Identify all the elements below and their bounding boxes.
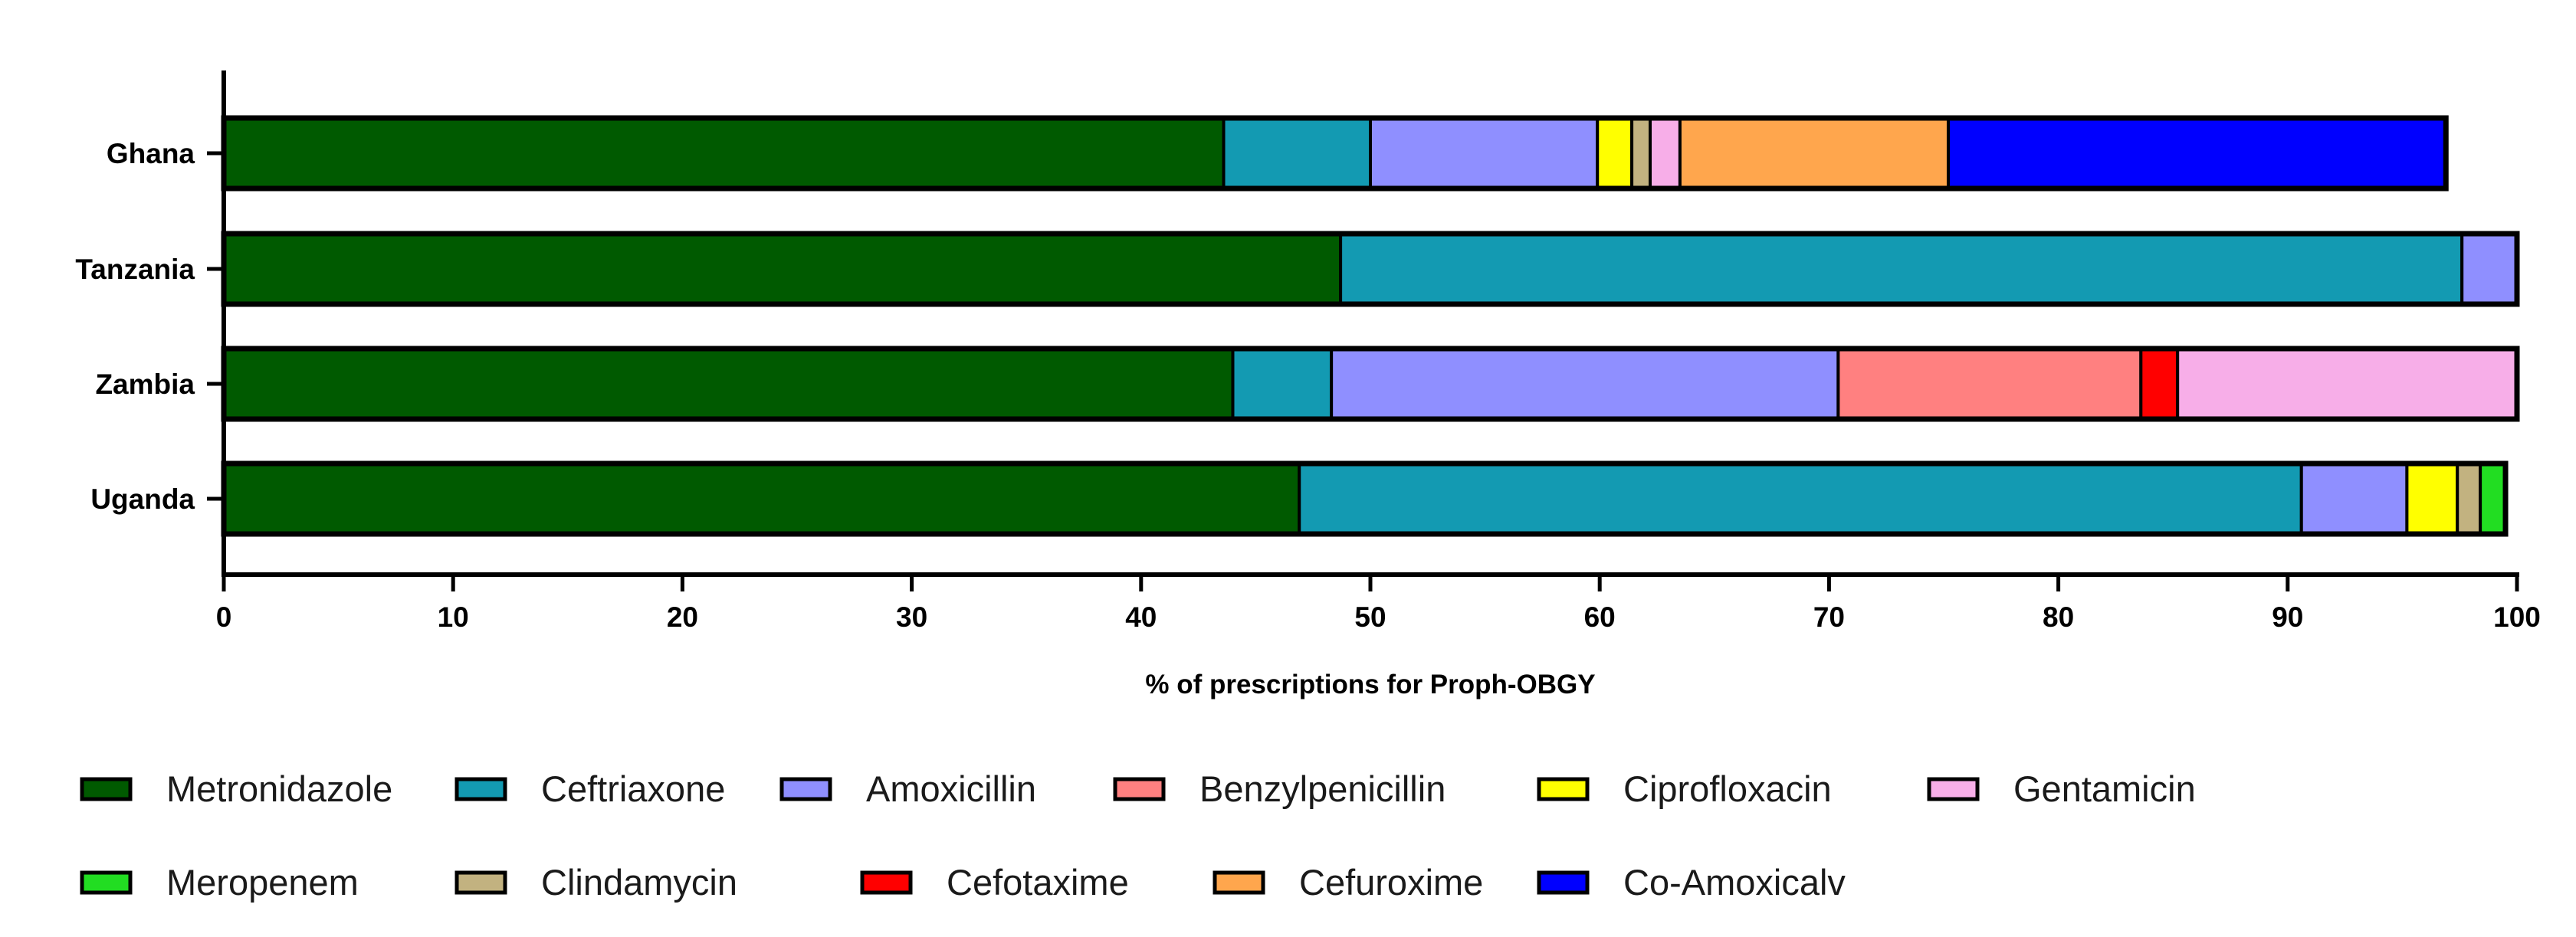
axes-layer: 0 10 20 30 40 50 60 70 80 90 100 Ghana Tanzania Zambi… [75, 70, 2541, 699]
legend-label-ceftriaxone: Ceftriaxone [541, 768, 725, 809]
x-tick-label-20: 20 [667, 601, 698, 633]
legend-item-cefotaxime: Cefotaxime [860, 862, 1129, 903]
x-axis-title: % of prescriptions for Proph-OBGY [1145, 670, 1595, 699]
y-tick-label-zambia: Zambia [95, 369, 195, 400]
x-tick-label-90: 90 [2272, 601, 2303, 633]
legend-swatch-ciprofloxacin [1537, 777, 1590, 801]
legend-label-metronidazole: Metronidazole [166, 768, 392, 809]
bar-segment-uganda-metronidazole [222, 462, 1301, 536]
bar-segment-zambia-cefotaxime [2139, 347, 2180, 421]
bar-segment-ghana-cefuroxime [1678, 116, 1950, 190]
legend-item-gentamicin: Gentamicin [1927, 768, 2196, 809]
bar-segment-zambia-benzylpenicillin [1836, 347, 2143, 421]
legend-item-amoxicillin: Amoxicillin [779, 768, 1036, 809]
x-tick-label-10: 10 [438, 601, 469, 633]
legend-swatch-cefotaxime [860, 870, 913, 895]
legend-label-cefotaxime: Cefotaxime [947, 862, 1129, 903]
x-tick-label-40: 40 [1125, 601, 1157, 633]
x-tick-label-0: 0 [216, 601, 232, 633]
legend-label-co-amoxicalv: Co-Amoxicalv [1623, 862, 1846, 903]
legend: Metronidazole Ceftriaxone Amoxicillin Benzy… [80, 768, 2196, 903]
bar-segment-zambia-amoxicillin [1330, 347, 1840, 421]
legend-item-co-amoxicalv: Co-Amoxicalv [1537, 862, 1846, 903]
x-tick-label-60: 60 [1584, 601, 1616, 633]
x-tick-label-70: 70 [1813, 601, 1845, 633]
legend-item-metronidazole: Metronidazole [80, 768, 392, 809]
x-tick-label-80: 80 [2043, 601, 2074, 633]
bar-segment-ghana-co-amoxicalv [1946, 116, 2448, 190]
legend-swatch-gentamicin [1927, 777, 1980, 801]
bar-segment-uganda-ciprofloxacin [2405, 462, 2460, 536]
legend-swatch-benzylpenicillin [1113, 777, 1166, 801]
bar-segment-ghana-metronidazole [222, 116, 1226, 190]
bar-segment-ghana-gentamicin [1649, 116, 1682, 190]
legend-item-ceftriaxone: Ceftriaxone [454, 768, 725, 809]
bar-segment-ghana-amoxicillin [1369, 116, 1600, 190]
bar-segment-tanzania-metronidazole [222, 232, 1343, 306]
legend-label-benzylpenicillin: Benzylpenicillin [1199, 768, 1446, 809]
bar-segment-ghana-clindamycin [1630, 116, 1652, 190]
bar-group-zambia [221, 346, 2520, 422]
legend-label-amoxicillin: Amoxicillin [866, 768, 1036, 809]
legend-label-gentamicin: Gentamicin [2013, 768, 2196, 809]
bar-segment-uganda-amoxicillin [2299, 462, 2409, 536]
x-tick-label-30: 30 [896, 601, 927, 633]
bar-segment-tanzania-ceftriaxone [1339, 232, 2464, 306]
legend-swatch-metronidazole [80, 777, 133, 801]
legend-label-meropenem: Meropenem [166, 862, 359, 903]
legend-item-ciprofloxacin: Ciprofloxacin [1537, 768, 1832, 809]
y-tick-label-tanzania: Tanzania [75, 254, 195, 285]
bar-segment-tanzania-amoxicillin [2460, 232, 2519, 306]
legend-label-clindamycin: Clindamycin [541, 862, 737, 903]
bar-segment-uganda-clindamycin [2456, 462, 2482, 536]
legend-label-ciprofloxacin: Ciprofloxacin [1623, 768, 1832, 809]
bar-segment-ghana-ceftriaxone [1222, 116, 1372, 190]
legend-item-clindamycin: Clindamycin [454, 862, 737, 903]
bar-group-ghana [221, 115, 2449, 192]
legend-swatch-cefuroxime [1213, 870, 1265, 895]
bar-segment-uganda-ceftriaxone [1298, 462, 2303, 536]
bar-group-tanzania [221, 231, 2520, 307]
legend-swatch-meropenem [80, 870, 133, 895]
legend-swatch-amoxicillin [779, 777, 832, 801]
x-tick-label-100: 100 [2493, 601, 2541, 633]
y-tick-label-uganda: Uganda [90, 483, 195, 515]
bar-segment-zambia-gentamicin [2176, 347, 2519, 421]
legend-swatch-co-amoxicalv [1537, 870, 1590, 895]
legend-item-meropenem: Meropenem [80, 862, 359, 903]
legend-item-benzylpenicillin: Benzylpenicillin [1113, 768, 1446, 809]
bar-group-uganda [221, 460, 2509, 537]
legend-item-cefuroxime: Cefuroxime [1213, 862, 1483, 903]
bar-segment-uganda-meropenem [2479, 462, 2508, 536]
bars-layer [221, 115, 2520, 537]
legend-swatch-ceftriaxone [454, 777, 507, 801]
bar-segment-ghana-ciprofloxacin [1596, 116, 1634, 190]
bar-segment-zambia-ceftriaxone [1231, 347, 1334, 421]
bar-segment-zambia-metronidazole [222, 347, 1235, 421]
legend-label-cefuroxime: Cefuroxime [1299, 862, 1483, 903]
legend-swatch-clindamycin [454, 870, 507, 895]
y-tick-label-ghana: Ghana [107, 138, 195, 169]
x-tick-label-50: 50 [1354, 601, 1386, 633]
